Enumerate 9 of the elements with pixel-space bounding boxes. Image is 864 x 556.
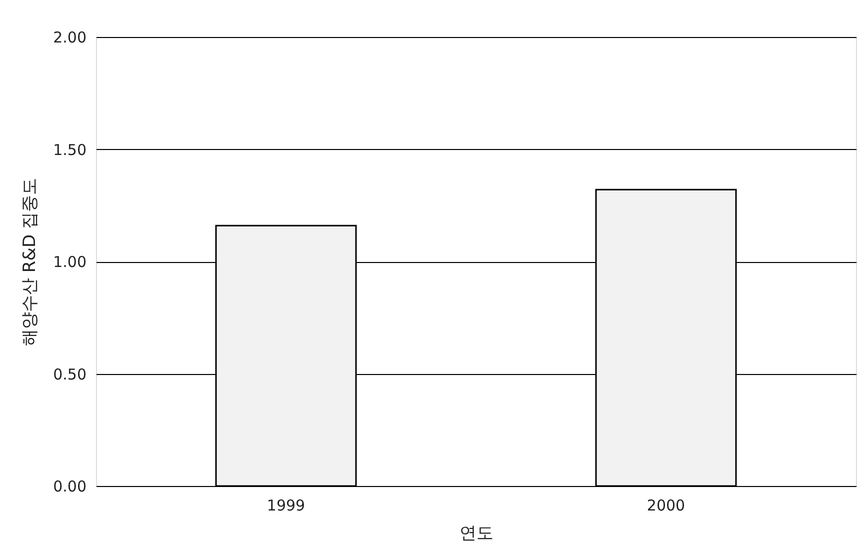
y-tick-label: 0.50 [53, 365, 86, 384]
y-axis-title: 해양수산 R&D 집중도 [20, 178, 40, 346]
y-tick-label: 0.00 [53, 478, 86, 496]
y-tick-label: 2.00 [53, 28, 86, 46]
x-tick-label: 2000 [646, 496, 686, 514]
y-tick-label: 1.00 [53, 253, 86, 271]
y-tick-label: 1.50 [53, 140, 86, 159]
x-tick-label: 1999 [266, 496, 306, 514]
x-axis-title: 연도 [460, 524, 494, 544]
